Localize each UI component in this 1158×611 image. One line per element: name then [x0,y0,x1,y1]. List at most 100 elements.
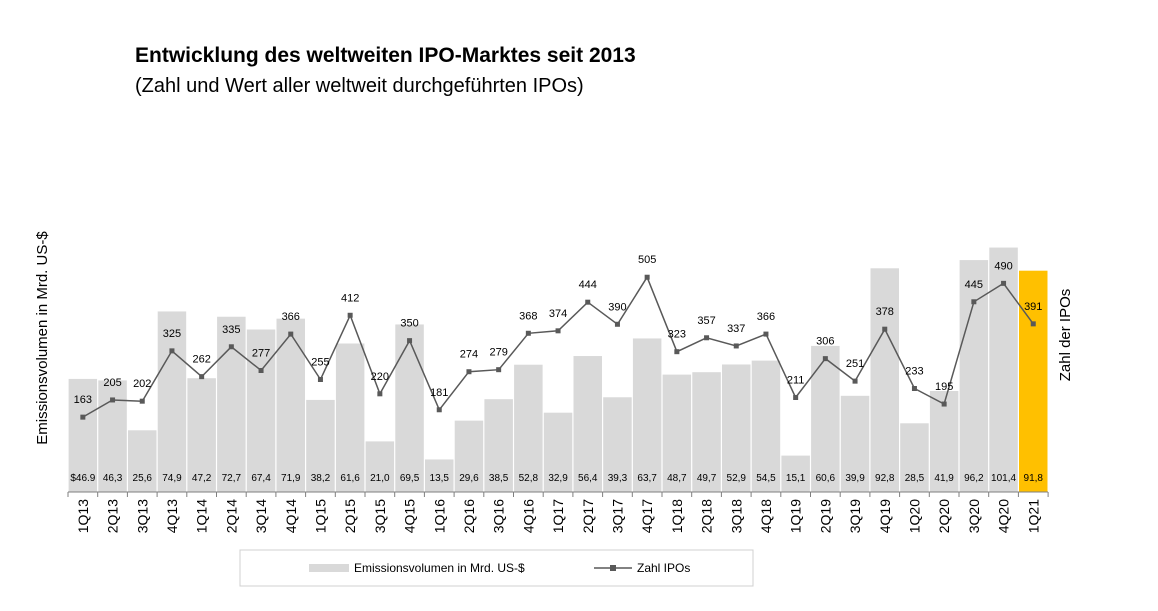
bar-series [68,247,1048,492]
bar [246,329,276,492]
line-value-label: 490 [994,260,1012,272]
bar [157,311,187,492]
line-value-label: 444 [579,279,597,291]
bar-value-label: 91,8 [1024,473,1044,484]
line-value-label: 505 [638,254,656,266]
bar [306,399,335,492]
line-point [407,338,413,344]
line-value-label: 323 [668,329,686,341]
line-point [110,397,116,403]
bar [543,412,573,492]
x-tick-label: 1Q16 [431,499,447,533]
line-point [793,395,799,400]
bar-value-label: 32,9 [548,473,568,484]
line-value-label: 445 [965,279,983,291]
line-value-label: 202 [133,378,151,390]
line-value-label: 368 [519,310,537,322]
x-tick-label: 1Q18 [669,499,685,533]
line-value-label: 211 [787,375,805,387]
bar-value-label: 25,6 [133,473,153,484]
line-value-label: 357 [697,315,715,327]
x-tick-label: 3Q20 [966,499,982,533]
bar [811,345,840,492]
line-point [644,274,650,280]
bar [1019,270,1048,492]
bar [454,420,484,492]
bar-value-label: 29,6 [459,473,479,484]
bar-value-label: 13,5 [430,473,450,484]
legend-line-label: Zahl IPOs [637,561,690,575]
bar [573,356,602,492]
x-tick-label: 1Q21 [1025,499,1041,533]
x-tick-label: 4Q16 [520,499,536,533]
x-tick-label: 3Q17 [609,499,625,533]
line-point [169,348,175,354]
x-tick-label: 2Q19 [817,499,833,533]
line-point [347,312,353,318]
x-tick-label: 3Q14 [253,499,269,533]
x-tick-label: 4Q20 [996,499,1012,533]
bar [870,268,899,492]
x-tick-label: 4Q19 [877,499,893,533]
bar-value-label: 92,8 [875,473,895,484]
x-tick-label: 3Q15 [372,499,388,533]
line-value-label: 335 [222,324,240,336]
line-point [436,407,442,413]
line-point [941,401,947,407]
line-point [971,299,977,305]
bar-value-label: 48,7 [667,473,687,484]
x-tick-label: 2Q16 [461,499,477,533]
line-value-label: 374 [549,308,567,320]
line-point [466,369,472,375]
line-point [614,321,620,327]
bar [425,459,454,492]
bar [128,430,157,492]
bar-value-label: 38,2 [311,473,331,484]
bar [722,364,751,492]
x-tick-label: 4Q17 [639,499,655,533]
x-tick-label: 3Q19 [847,499,863,533]
line-point [852,378,858,384]
line-point [139,398,145,404]
bar-value-labels: $46.9 46,3 25,6 74,9 47,2 72,7 67,4 71,9 38,2 61,… [70,473,1043,484]
line-point [80,414,86,420]
bar [484,399,513,492]
bar-value-label: $46.9 [70,473,95,484]
legend-bar-swatch [309,564,349,572]
bar-value-label: 15,1 [786,473,806,484]
bar [840,395,870,492]
bar-value-label: 46,3 [103,473,123,484]
bar-value-label: 52,9 [727,473,747,484]
bar [751,360,781,492]
bar [959,260,989,492]
y-axis-left-label: Emissionsvolumen in Mrd. US-$ [34,231,51,445]
bar [68,378,98,492]
bar-value-label: 39,9 [845,473,865,484]
line-point [496,367,502,373]
bar-value-label: 63,7 [637,473,657,484]
bar-value-label: 72,7 [222,473,242,484]
bar-value-label: 96,2 [964,473,984,484]
bar [276,318,305,492]
legend: Emissionsvolumen in Mrd. US-$ Zahl IPOs [239,549,754,587]
line-value-label: 366 [757,311,775,323]
x-tick-label: 2Q18 [699,499,715,533]
x-tick-label: 4Q15 [402,499,418,533]
line-value-label: 412 [341,292,359,304]
line-value-label: 277 [252,348,270,360]
bar-value-label: 71,9 [281,473,301,484]
line-value-label: 306 [816,336,834,348]
line-point [555,328,561,334]
line-value-label: 391 [1024,301,1042,313]
bar-value-label: 21,0 [370,473,390,484]
chart-title: Entwicklung des weltweiten IPO-Marktes s… [135,44,636,67]
line-point [317,377,323,382]
line-value-label: 337 [727,323,745,335]
bar-value-label: 49,7 [697,473,717,484]
line-point [377,391,383,397]
line-point [228,344,234,350]
line-value-label: 274 [460,349,478,361]
line-point [1030,321,1036,327]
legend-bar-label: Emissionsvolumen in Mrd. US-$ [354,561,525,575]
line-value-label: 350 [400,318,418,330]
